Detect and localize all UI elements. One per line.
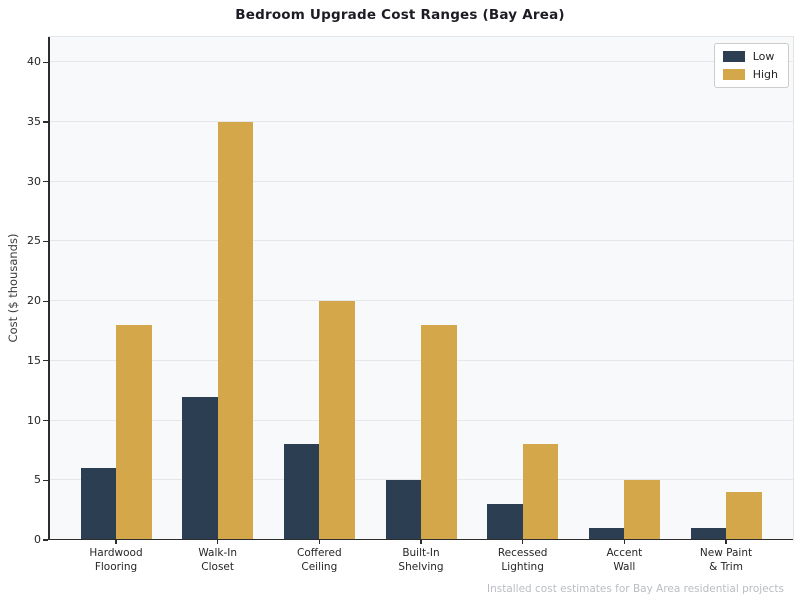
x-tick-mark — [217, 540, 219, 544]
gridline — [48, 300, 793, 302]
gridline — [48, 240, 793, 242]
y-tick-label: 30 — [27, 174, 41, 188]
y-axis-spine — [48, 37, 50, 540]
y-tick-label: 35 — [27, 114, 41, 128]
bar-low — [283, 444, 320, 540]
x-tick-label: New Paint & Trim — [699, 547, 753, 573]
x-tick-mark — [725, 540, 727, 544]
y-tick-label: 15 — [27, 353, 41, 367]
y-tick-mark — [43, 181, 48, 183]
bar-low — [80, 468, 116, 540]
x-tick-label: Accent Wall — [606, 547, 643, 573]
legend-label: Low — [752, 50, 775, 63]
x-tick-mark — [115, 540, 117, 544]
bar-high — [217, 122, 254, 540]
bar-low — [182, 396, 218, 540]
y-tick-mark — [43, 240, 48, 242]
x-tick-mark — [522, 540, 524, 544]
x-tick-mark — [420, 540, 422, 544]
legend-item-high: High — [722, 68, 778, 81]
y-tick-label: 20 — [27, 294, 41, 308]
bar-high — [624, 480, 660, 540]
bar-low — [588, 528, 625, 540]
y-tick-label: 10 — [27, 413, 41, 427]
bar-high — [421, 325, 457, 540]
y-tick-mark — [43, 121, 48, 123]
legend-item-low: Low — [722, 50, 778, 63]
x-tick-mark — [318, 540, 320, 544]
y-tick-mark — [43, 479, 48, 481]
x-tick-label: Coffered Ceiling — [296, 547, 342, 573]
gridline — [48, 180, 793, 182]
y-tick-label: 5 — [34, 473, 41, 487]
chart-title: Bedroom Upgrade Cost Ranges (Bay Area) — [235, 7, 565, 23]
legend-swatch-icon — [722, 51, 745, 62]
y-tick-mark — [43, 61, 48, 63]
bar-low — [385, 480, 421, 540]
y-tick-label: 25 — [27, 234, 41, 248]
x-tick-label: Built-In Shelving — [398, 547, 444, 573]
legend: Low High — [713, 43, 789, 88]
y-tick-mark — [43, 360, 48, 362]
x-tick-label: Walk-In Closet — [198, 547, 237, 573]
y-tick-label: 0 — [34, 533, 41, 546]
x-tick-label: Hardwood Flooring — [89, 547, 143, 573]
y-tick-mark — [43, 539, 48, 541]
bar-high — [116, 325, 152, 540]
bar-high — [726, 492, 762, 540]
y-tick-label: 40 — [27, 55, 41, 69]
y-tick-mark — [43, 419, 48, 422]
gridline — [48, 419, 793, 421]
chart-footer: Installed cost estimates for Bay Area re… — [486, 583, 784, 595]
legend-swatch-icon — [722, 69, 745, 80]
bar-low — [487, 504, 523, 540]
bar-high — [522, 444, 559, 540]
x-tick-mark — [623, 540, 625, 544]
x-axis-spine — [48, 538, 793, 540]
gridline — [48, 121, 793, 122]
gridline — [48, 479, 793, 481]
gridline — [48, 61, 793, 63]
y-axis-label: Cost ($ thousands) — [6, 233, 20, 343]
bar-low — [690, 528, 726, 540]
bar-high — [319, 301, 355, 540]
legend-label: High — [752, 68, 778, 81]
x-tick-label: Recessed Lighting — [497, 547, 548, 573]
gridline — [48, 359, 793, 361]
plot-area: Low High — [48, 36, 794, 540]
y-tick-mark — [43, 300, 48, 302]
